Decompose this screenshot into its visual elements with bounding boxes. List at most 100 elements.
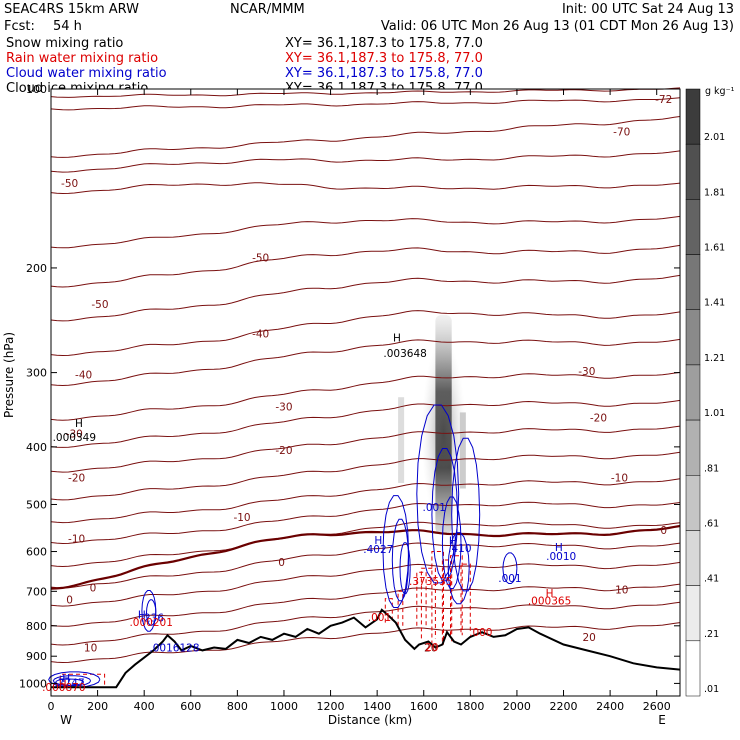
isotherm-label: -20: [275, 445, 292, 457]
isotherm-label: 10: [615, 584, 628, 596]
field-label: H: [75, 418, 83, 430]
x-tick-label: 2600: [643, 700, 671, 713]
field-xy: XY= 36.1,187.3 to 175.8, 77.0: [285, 36, 483, 51]
isotherm-label: 0: [90, 583, 97, 595]
snow-fringe: [398, 397, 405, 483]
field-label: .000870: [42, 682, 85, 694]
y-tick-label: 600: [26, 546, 47, 559]
isotherm-label: 0: [66, 594, 73, 606]
isotherm-line: [50, 451, 681, 501]
colorbar-swatch: [685, 475, 701, 531]
isotherm-label: 0: [278, 557, 285, 569]
colorbar-swatch: [685, 199, 701, 255]
init-time: Init: 00 UTC Sat 24 Aug 13: [562, 2, 734, 17]
isotherm-label: -30: [66, 429, 83, 441]
isotherm-line: [50, 478, 681, 524]
isotherm-line: [50, 97, 681, 111]
x-tick-label: 1400: [363, 700, 391, 713]
contour-labels: -72 -70 -50 -50 -50 -40 -40 -30 -30 -30 -20 -20 -20 -…: [42, 94, 672, 694]
terrain-line: [51, 608, 681, 689]
colorbar-swatch: [685, 364, 701, 421]
field-xy: XY= 36.1,187.3 to 175.8, 77.0: [285, 66, 483, 81]
colorbar-label: .01: [704, 684, 719, 695]
plot-area: -72 -70 -50 -50 -50 -40 -40 -30 -30 -30 -20 -20 -20 -…: [19, 83, 681, 713]
valid-time: Valid: 06 UTC Mon 26 Aug 13 (01 CDT Mon …: [381, 19, 734, 34]
x-tick-label: 600: [180, 700, 201, 713]
cloud-water-contours: [48, 404, 518, 688]
isotherm-label: -70: [613, 127, 630, 139]
colorbar-label: .41: [704, 574, 719, 585]
field-label: H: [59, 679, 67, 691]
x-tick-label: 2400: [596, 700, 624, 713]
x-tick-label: 2000: [503, 700, 531, 713]
isotherm-line: [50, 310, 681, 357]
colorbar-label: 1.41: [704, 298, 725, 309]
rain-contour: [420, 567, 436, 639]
isotherm-label: -10: [233, 512, 250, 524]
cloud-contour: [55, 678, 85, 686]
colorbar-swatch: [685, 254, 701, 310]
west-label: W: [60, 713, 72, 727]
rain-contour: [384, 598, 393, 623]
colorbar-label: .21: [704, 629, 719, 640]
isotherm-label: -50: [91, 299, 108, 311]
field-label: H: [546, 588, 554, 600]
field-label: H: [62, 673, 70, 685]
y-tick-label: 500: [26, 498, 47, 511]
x-tick-label: 1200: [317, 700, 345, 713]
colorbar-swatch: [685, 530, 701, 586]
isotherm-label: 10: [84, 642, 97, 654]
rain-contours: [59, 551, 471, 687]
isotherm-label: 0: [660, 525, 667, 537]
field-label: .001: [368, 612, 391, 624]
isotherm-label: -40: [252, 329, 269, 341]
y-tick-label: 200: [26, 262, 47, 275]
field-label: .003648: [383, 348, 426, 360]
field-label: .373535: [409, 576, 452, 588]
plot-background: [51, 89, 680, 696]
field-label: H: [449, 536, 457, 548]
isotherm-line: [50, 622, 681, 664]
field-label: .000201: [129, 617, 172, 629]
x-tick-label: 800: [227, 700, 248, 713]
field-label: .236: [141, 613, 165, 625]
x-tick-label: 0: [48, 700, 55, 713]
y-tick-label: 1000: [19, 677, 47, 690]
isotherm-label: -72: [655, 94, 672, 106]
rain-contour: [460, 563, 471, 633]
isotherm-line: [50, 244, 681, 288]
field-label: .001: [423, 502, 446, 514]
isotherm-line: [50, 116, 681, 158]
field-label: 20: [425, 642, 438, 654]
x-axis: 0 200 400 600 800 1000 1200 1400 1600 1800 2000 220…: [48, 89, 671, 713]
rain-contour: [441, 559, 453, 642]
isotherm-line: [50, 521, 681, 568]
plot-frame: [50, 88, 681, 697]
isotherm-line: [50, 371, 681, 421]
x-tick-label: 400: [134, 700, 155, 713]
isotherm-label: -20: [590, 413, 607, 425]
colorbar-label: .81: [704, 463, 719, 474]
colorbar-label: .61: [704, 518, 719, 529]
field-label: H: [393, 333, 401, 345]
field-label: .0010: [546, 551, 576, 563]
cloud-contour: [441, 496, 462, 589]
isotherm-line: [50, 215, 681, 249]
isotherm-line: [50, 561, 681, 607]
x-tick-label: 1600: [410, 700, 438, 713]
isotherm-label: -20: [68, 472, 85, 484]
field-label: H: [374, 535, 382, 547]
y-tick-label: 400: [26, 441, 47, 454]
cloud-contour: [431, 448, 458, 582]
cloud-contour: [141, 590, 157, 632]
fcst-label: Fcst:: [4, 19, 35, 34]
rain-contour: [431, 551, 444, 645]
isotherm-line: [50, 399, 681, 448]
field-label: .7747: [55, 677, 85, 689]
model-title: SEAC4RS 15km ARW: [4, 2, 139, 17]
terrain-profile: [51, 608, 681, 689]
x-axis-title: Distance (km): [328, 713, 412, 727]
rain-contour: [397, 590, 404, 626]
field-label: .4027: [363, 544, 393, 556]
